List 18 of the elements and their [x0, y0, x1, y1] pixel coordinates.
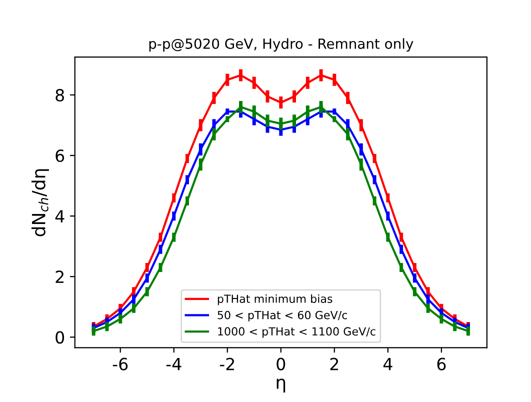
x-axis-title: η [276, 378, 286, 392]
x-tick-label: -2 [220, 358, 234, 370]
legend-label: 1000 < pTHat < 1100 GeV/c [218, 327, 376, 338]
x-tick-label: -6 [112, 358, 128, 370]
y-tick-label: 4 [55, 210, 64, 222]
x-tick-label: 2 [330, 358, 338, 370]
x-tick-label: 0 [276, 358, 286, 370]
chart-title: p-p@5020 GeV, Hydro - Remnant only [149, 38, 414, 52]
x-tick-label: -4 [166, 358, 182, 370]
y-tick-label: 8 [56, 88, 64, 102]
x-tick-label: 4 [383, 358, 392, 370]
legend-label: 50 < pTHat < 60 GeV/c [218, 310, 348, 322]
legend-label: pTHat minimum bias [218, 294, 332, 306]
y-tick-label: 6 [56, 149, 64, 162]
y-tick-label: 0 [56, 331, 64, 344]
y-axis-title: dN$_{ch}$/dη [31, 169, 49, 236]
x-tick-label: 6 [437, 358, 446, 370]
y-tick-label: 2 [56, 270, 64, 283]
